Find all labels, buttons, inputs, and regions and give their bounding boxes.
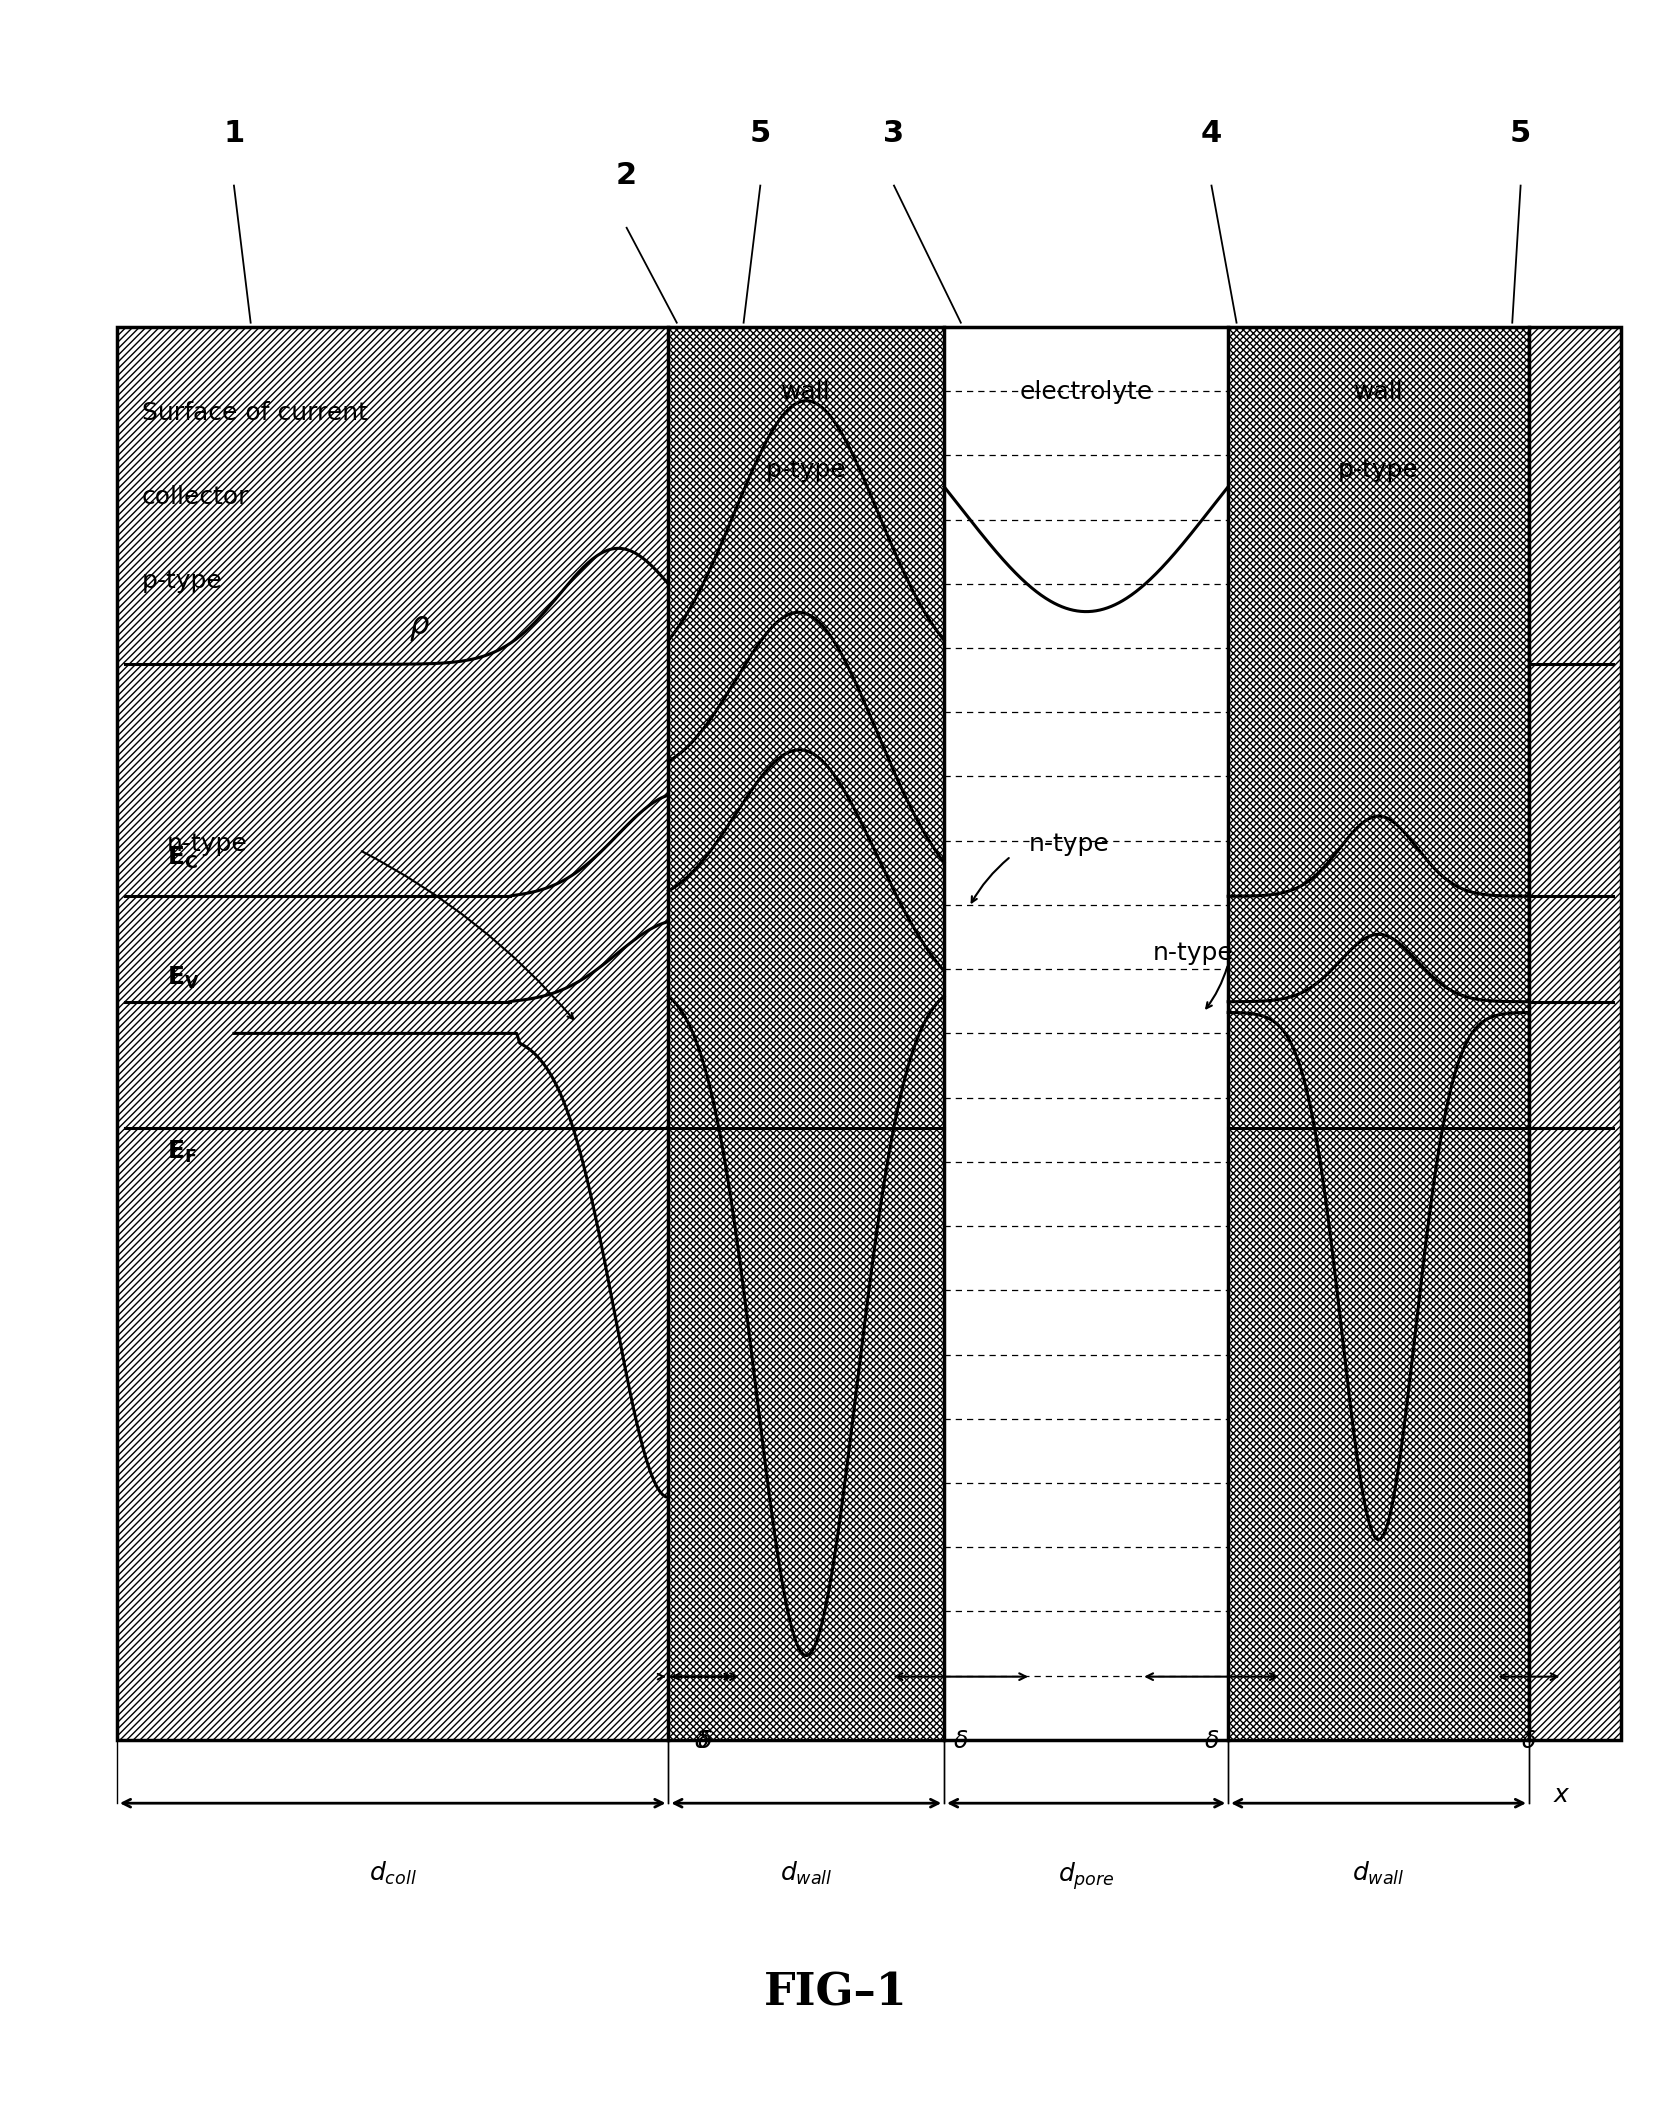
Text: $\rho$: $\rho$ [409, 614, 431, 643]
Text: n-type: n-type [1153, 941, 1233, 966]
Bar [1228, 327, 1529, 1740]
Text: $d_{pore}$: $d_{pore}$ [1058, 1860, 1115, 1892]
Text: 5: 5 [750, 118, 770, 148]
Text: $d_{wall}$: $d_{wall}$ [780, 1860, 832, 1888]
Text: 2: 2 [617, 160, 637, 190]
Bar [1529, 327, 1621, 1740]
Text: 1: 1 [224, 118, 244, 148]
Text: $d_{coll}$: $d_{coll}$ [369, 1860, 416, 1888]
Text: $\delta$: $\delta$ [693, 1729, 710, 1753]
Text: wall: wall [1354, 380, 1404, 403]
Text: $\delta$: $\delta$ [1203, 1729, 1220, 1753]
Bar [117, 327, 668, 1740]
Text: $\mathbf{E_C}$: $\mathbf{E_C}$ [167, 846, 199, 871]
Text: $\mathbf{E_F}$: $\mathbf{E_F}$ [167, 1139, 197, 1164]
Bar [117, 327, 668, 1740]
Text: Surface of current: Surface of current [142, 401, 368, 424]
Text: p-type: p-type [1338, 458, 1419, 481]
Text: p-type: p-type [765, 458, 847, 481]
Bar [668, 327, 944, 1740]
Text: x: x [1554, 1782, 1569, 1807]
Bar [117, 327, 1621, 1740]
Text: n-type: n-type [1029, 831, 1110, 856]
Text: FIG–1: FIG–1 [764, 1972, 907, 2014]
Bar [668, 327, 944, 1740]
Text: $d_{wall}$: $d_{wall}$ [1352, 1860, 1405, 1888]
Bar [944, 327, 1228, 1740]
Text: p-type: p-type [142, 569, 222, 593]
Bar [1529, 327, 1621, 1740]
Text: 5: 5 [1511, 118, 1531, 148]
Text: 3: 3 [884, 118, 904, 148]
Text: collector: collector [142, 485, 249, 508]
Text: $\delta$: $\delta$ [1521, 1729, 1537, 1753]
Text: $\delta$: $\delta$ [697, 1729, 714, 1753]
Text: n-type: n-type [167, 831, 247, 856]
Text: electrolyte: electrolyte [1019, 380, 1153, 403]
Text: $\mathbf{E_V}$: $\mathbf{E_V}$ [167, 966, 201, 991]
Text: $\delta$: $\delta$ [952, 1729, 969, 1753]
Text: wall: wall [782, 380, 830, 403]
Text: 4: 4 [1201, 118, 1222, 148]
Bar [1228, 327, 1529, 1740]
